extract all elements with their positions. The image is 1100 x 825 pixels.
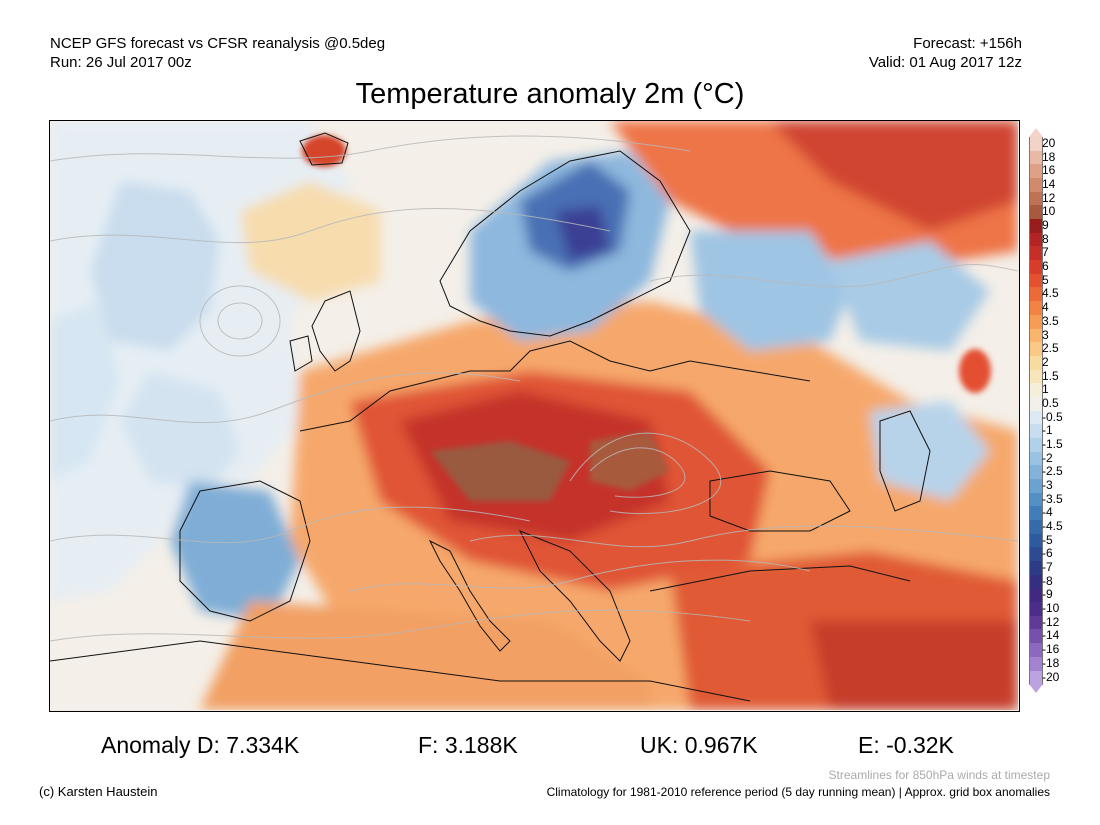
colorbar-tick-label: 16 — [1042, 163, 1056, 178]
colorbar-tick-label: 7 — [1042, 245, 1049, 260]
colorbar-cell — [1029, 410, 1043, 425]
colorbar-tick-label: -5 — [1042, 532, 1053, 547]
colorbar-cell — [1029, 150, 1043, 165]
colorbar-cell — [1029, 342, 1043, 357]
anomaly-france: F: 3.188K — [418, 732, 518, 758]
colorbar-cell — [1029, 328, 1043, 343]
temperature-anomaly-map — [49, 120, 1020, 712]
colorbar-cell — [1029, 232, 1043, 247]
model-description: NCEP GFS forecast vs CFSR reanalysis @0.… — [50, 35, 386, 52]
colorbar-tick-label: -2 — [1042, 450, 1053, 465]
anomaly-spain: E: -0.32K — [858, 732, 954, 758]
colorbar-cell — [1029, 520, 1043, 535]
colorbar-cell — [1029, 260, 1043, 275]
valid-time: Valid: 01 Aug 2017 12z — [868, 54, 1022, 71]
colorbar-tick-label: 4.5 — [1042, 286, 1059, 301]
colorbar-top-arrow — [1029, 128, 1043, 137]
colorbar-cell — [1029, 547, 1043, 562]
colorbar-cell — [1029, 355, 1043, 371]
colorbar-cell — [1029, 273, 1043, 288]
anomaly-germany: Anomaly D: 7.334K — [101, 732, 300, 758]
colorbar-tick-label: -3 — [1042, 478, 1053, 492]
colorbar-cell — [1029, 301, 1043, 316]
colorbar-tick-label: -9 — [1042, 587, 1053, 602]
colorbar-cell — [1029, 437, 1043, 453]
colorbar-cell — [1029, 602, 1043, 617]
colorbar-tick-label: -4 — [1042, 505, 1053, 520]
colorbar-tick-label: -7 — [1042, 560, 1053, 575]
colorbar-tick-label: -1.5 — [1042, 436, 1063, 451]
colorbar-tick-label: 1 — [1042, 382, 1049, 397]
streamlines-note: Streamlines for 850hPa winds at timestep — [828, 768, 1050, 782]
colorbar-cell — [1029, 492, 1043, 507]
colorbar-cell — [1029, 629, 1043, 644]
colorbar-tick-label: 3.5 — [1042, 313, 1059, 328]
colorbar-tick-label: 2 — [1042, 354, 1049, 369]
colorbar-tick-label: -8 — [1042, 573, 1053, 588]
map-title: Temperature anomaly 2m (°C) — [355, 78, 745, 110]
colorbar-cell — [1029, 137, 1043, 152]
colorbar-cell — [1029, 396, 1043, 412]
colorbar-cell — [1029, 164, 1043, 179]
colorbar-cell — [1029, 656, 1043, 671]
colorbar-cell — [1029, 643, 1043, 658]
colorbar-tick-label: -6 — [1042, 546, 1053, 561]
colorbar-cell — [1029, 246, 1043, 261]
colorbar-cell — [1029, 588, 1043, 603]
colorbar-tick-label: -16 — [1042, 642, 1060, 657]
colorbar-tick-label: -1 — [1042, 423, 1053, 438]
colorbar-cell — [1029, 424, 1043, 439]
colorbar-tick-label: 4 — [1042, 300, 1049, 315]
colorbar-cell — [1029, 561, 1043, 576]
colorbar-cell — [1029, 465, 1043, 480]
colorbar-cell — [1029, 479, 1043, 494]
colorbar-cell — [1029, 533, 1043, 548]
colorbar-tick-label: 5 — [1042, 272, 1049, 287]
colorbar-tick-label: -3.5 — [1042, 491, 1063, 506]
colorbar-cell — [1029, 615, 1043, 630]
colorbar-tick-label: 1.5 — [1042, 368, 1059, 383]
colorbar-tick-label: -18 — [1042, 655, 1060, 670]
colorbar-cell — [1029, 383, 1043, 398]
colorbar-cell — [1029, 219, 1043, 234]
author-credit: (c) Karsten Haustein — [39, 784, 158, 799]
colorbar-bottom-arrow — [1029, 684, 1043, 694]
colorbar-tick-label: -20 — [1042, 669, 1060, 684]
colorbar-cell — [1029, 287, 1043, 302]
colorbar-cell — [1029, 314, 1043, 329]
colorbar-tick-label: -10 — [1042, 601, 1060, 616]
colorbar-cell — [1029, 178, 1043, 193]
colorbar-tick-label: 9 — [1042, 218, 1049, 233]
colorbar-tick-label: 3 — [1042, 327, 1049, 342]
colorbar-cell — [1029, 205, 1043, 220]
anomaly-uk: UK: 0.967K — [640, 732, 758, 758]
climatology-note: Climatology for 1981-2010 reference peri… — [546, 785, 1050, 799]
colorbar-cell — [1029, 574, 1043, 589]
run-time: Run: 26 Jul 2017 00z — [50, 54, 192, 71]
colorbar-cell — [1029, 369, 1043, 384]
colorbar-tick-label: -12 — [1042, 614, 1060, 629]
header-right: Forecast: +156h Valid: 01 Aug 2017 12z — [869, 34, 1022, 72]
colorbar-cell — [1029, 670, 1043, 685]
forecast-hour: Forecast: +156h — [913, 35, 1022, 52]
colorbar-tick-label: 0.5 — [1042, 395, 1059, 410]
colorbar-tick-label: 8 — [1042, 231, 1049, 246]
colorbar-tick-label: -4.5 — [1042, 519, 1063, 534]
colorbar-tick-label: -0.5 — [1042, 409, 1063, 424]
colorbar-tick-label: 18 — [1042, 149, 1056, 164]
header-left: NCEP GFS forecast vs CFSR reanalysis @0.… — [50, 34, 385, 72]
colorbar-cell — [1029, 191, 1043, 206]
colorbar-cell — [1029, 451, 1043, 466]
colorbar-tick-label: 14 — [1042, 177, 1056, 192]
colorbar-tick-label: 6 — [1042, 259, 1049, 274]
colorbar-tick-label: 12 — [1042, 190, 1056, 205]
colorbar-cell — [1029, 506, 1043, 521]
colorbar-tick-label: 10 — [1042, 204, 1056, 219]
colorbar-tick-label: 2.5 — [1042, 341, 1059, 356]
colorbar-tick-label: -14 — [1042, 628, 1060, 643]
colorbar-tick-label: 20 — [1042, 136, 1056, 150]
colorbar-tick-label: -2.5 — [1042, 464, 1063, 479]
